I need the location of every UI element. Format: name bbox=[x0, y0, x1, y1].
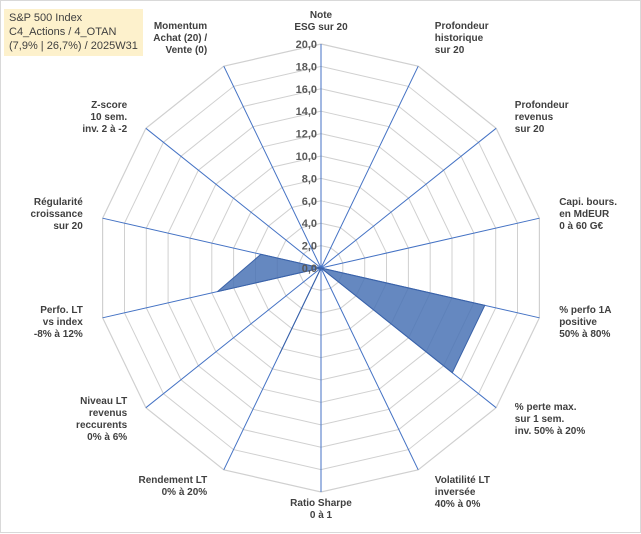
axis-label-line: croissance bbox=[31, 209, 84, 220]
axis-label-line: 50% à 80% bbox=[559, 329, 610, 340]
axis-label-line: 10 sem. bbox=[90, 112, 127, 123]
tick-label: 12,0 bbox=[296, 129, 317, 141]
axis-label: Volatilité LT inversée 40% à 0% bbox=[435, 475, 490, 510]
axis-spoke bbox=[320, 217, 540, 269]
axis-label: Régularité croissance sur 20 bbox=[31, 197, 84, 232]
axis-label-line: Perfo. LT bbox=[40, 305, 83, 316]
axis-label-line: Régularité bbox=[34, 197, 83, 208]
axis-spoke bbox=[320, 127, 497, 269]
axis-label-line: Vente (0) bbox=[166, 45, 208, 56]
axis-label-line: Profondeur bbox=[435, 21, 489, 32]
axis-label-line: revenus bbox=[89, 408, 128, 419]
info-title: S&P 500 Index bbox=[9, 12, 83, 24]
label-layer: Note ESG sur 20 Profondeur historique sur 20… bbox=[31, 10, 618, 521]
tick-label: 6,0 bbox=[302, 196, 317, 208]
axis-spoke bbox=[145, 127, 322, 269]
axis-label: Niveau LT revenus reccurents 0% à 6% bbox=[76, 396, 128, 443]
axis-label-line: ESG sur 20 bbox=[294, 22, 348, 33]
axis-label-line: Z-score bbox=[91, 100, 128, 111]
axis-label-line: inv. 2 à -2 bbox=[82, 124, 127, 135]
axis-label-line: Niveau LT bbox=[80, 396, 127, 407]
axis-spoke bbox=[320, 267, 419, 471]
axis-label-line: Momentum bbox=[154, 21, 207, 32]
axis-label-line: Capi. bours. bbox=[559, 197, 617, 208]
axis-label: Profondeur revenus sur 20 bbox=[515, 100, 569, 135]
axis-label: Perfo. LT vs index -8% à 12% bbox=[34, 305, 83, 340]
axis-spoke bbox=[320, 65, 419, 269]
tick-label: 20,0 bbox=[296, 39, 317, 51]
axis-label-line: vs index bbox=[43, 317, 83, 328]
tick-label: 8,0 bbox=[302, 173, 317, 185]
tick-label: 18,0 bbox=[296, 61, 317, 73]
tick-label: 10,0 bbox=[296, 151, 317, 163]
tick-label: 16,0 bbox=[296, 84, 317, 96]
axis-label-line: positive bbox=[559, 317, 597, 328]
axis-label-line: Note bbox=[310, 10, 333, 21]
axis-label: Rendement LT 0% à 20% bbox=[138, 475, 207, 498]
tick-label: 4,0 bbox=[302, 218, 317, 230]
axis-label-line: sur 20 bbox=[53, 221, 83, 232]
axis-label-line: Volatilité LT bbox=[435, 475, 490, 486]
tick-label: 2,0 bbox=[302, 241, 317, 253]
axis-label-line: sur 20 bbox=[435, 45, 465, 56]
axis-label-line: % perfo 1A bbox=[559, 305, 611, 316]
axis-label-line: 0% à 6% bbox=[87, 432, 127, 443]
axis-label: Momentum Achat (20) / Vente (0) bbox=[153, 21, 207, 56]
axis-label-line: sur 20 bbox=[515, 124, 545, 135]
axis-label-line: 40% à 0% bbox=[435, 499, 481, 510]
series-layer bbox=[216, 253, 486, 374]
axis-label: Ratio Sharpe 0 à 1 bbox=[290, 498, 352, 521]
axis-label-line: inversée bbox=[435, 487, 476, 498]
tick-label: 14,0 bbox=[296, 106, 317, 118]
axis-label-line: en MdEUR bbox=[559, 209, 610, 220]
axis-label-line: sur 1 sem. bbox=[515, 414, 565, 425]
tick-label: 0,0 bbox=[302, 263, 317, 275]
axis-label-line: Achat (20) / bbox=[153, 33, 207, 44]
axis-label-line: Ratio Sharpe bbox=[290, 498, 352, 509]
info-portfolio: C4_Actions / 4_OTAN bbox=[9, 26, 117, 38]
spoke-layer bbox=[102, 44, 540, 492]
axis-label: % perte max. sur 1 sem. inv. 50% à 20% bbox=[515, 402, 586, 437]
axis-label-line: 0% à 20% bbox=[162, 487, 208, 498]
info-box: S&P 500 Index C4_Actions / 4_OTAN (7,9% … bbox=[4, 9, 143, 56]
axis-label-line: revenus bbox=[515, 112, 554, 123]
axis-label-line: reccurents bbox=[76, 420, 128, 431]
axis-spoke bbox=[223, 65, 322, 269]
axis-label-line: -8% à 12% bbox=[34, 329, 83, 340]
axis-label-line: historique bbox=[435, 33, 484, 44]
series-area bbox=[216, 253, 486, 374]
axis-label: Z-score 10 sem. inv. 2 à -2 bbox=[82, 100, 127, 135]
tick-layer: 0,0 2,0 4,0 6,0 8,0 10,0 12,0 14,0 16,0 18,0 20,0 bbox=[296, 39, 317, 275]
info-period: (7,9% | 26,7%) / 2025W31 bbox=[9, 40, 138, 52]
axis-label-line: Rendement LT bbox=[138, 475, 207, 486]
axis-label: % perfo 1A positive 50% à 80% bbox=[559, 305, 611, 340]
axis-label: Profondeur historique sur 20 bbox=[435, 21, 489, 56]
axis-label: Capi. bours. en MdEUR 0 à 60 G€ bbox=[559, 197, 617, 232]
axis-label-line: Profondeur bbox=[515, 100, 569, 111]
axis-spoke bbox=[145, 267, 322, 409]
axis-label: Note ESG sur 20 bbox=[294, 10, 348, 33]
axis-label-line: % perte max. bbox=[515, 402, 577, 413]
axis-label-line: inv. 50% à 20% bbox=[515, 426, 586, 437]
axis-label-line: 0 à 1 bbox=[310, 510, 333, 521]
axis-label-line: 0 à 60 G€ bbox=[559, 221, 603, 232]
